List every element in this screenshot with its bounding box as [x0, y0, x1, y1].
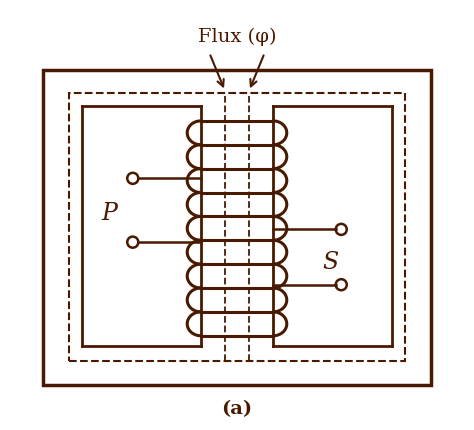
- Text: P: P: [101, 201, 117, 224]
- Bar: [44, 71, 430, 385]
- Text: (a): (a): [221, 399, 253, 417]
- Text: S: S: [322, 250, 338, 273]
- Text: Flux (φ): Flux (φ): [198, 28, 276, 46]
- Bar: [69, 94, 405, 362]
